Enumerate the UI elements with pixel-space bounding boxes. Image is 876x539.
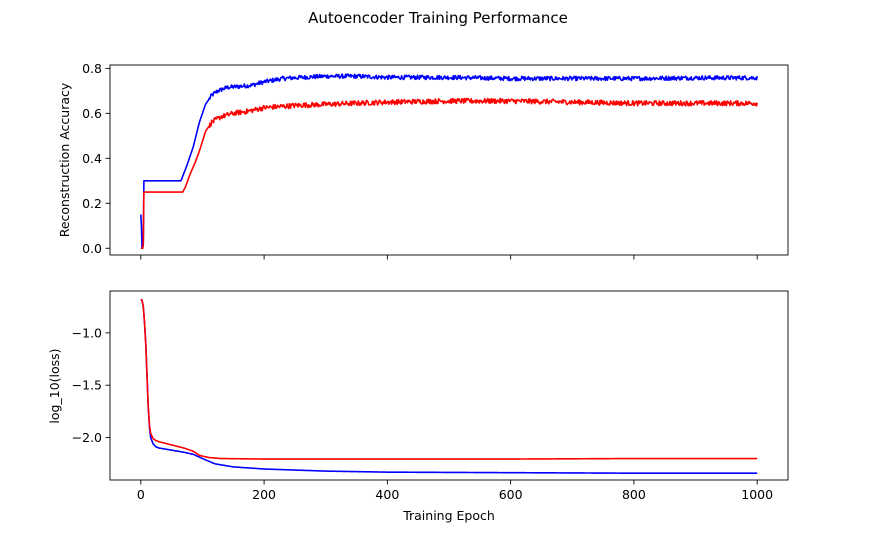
loss-y-tick-label: −1.5 — [72, 378, 102, 393]
x-axis-label: Training Epoch — [402, 508, 495, 523]
accuracy-subplot: 0.0 0.2 0.4 0.6 0.8 Reconstruction Accuracy — [57, 61, 789, 260]
loss-x-tick-label: 400 — [375, 487, 399, 502]
loss-plot-frame — [109, 290, 789, 481]
loss-y-axis-label: log_10(loss) — [47, 348, 62, 423]
accuracy-y-tick-label: 0.6 — [82, 106, 102, 121]
loss-y-tick-label: −1.0 — [72, 325, 102, 340]
loss-red-line — [140, 298, 758, 460]
loss-x-tick-label: 200 — [252, 487, 276, 502]
accuracy-y-tick-label: 0.2 — [82, 196, 102, 211]
loss-x-tick-label: 600 — [499, 487, 523, 502]
loss-x-tick-label: 1000 — [741, 487, 773, 502]
accuracy-plot-frame — [109, 64, 789, 256]
figure-title: Autoencoder Training Performance — [308, 9, 568, 27]
accuracy-axis-layer: 0.0 0.2 0.4 0.6 0.8 — [82, 61, 758, 260]
accuracy-y-axis-label: Reconstruction Accuracy — [57, 82, 72, 237]
loss-y-tick-label: −2.0 — [72, 430, 102, 445]
loss-x-tick-label: 0 — [137, 487, 145, 502]
loss-x-tick-label: 800 — [622, 487, 646, 502]
loss-subplot: 0 200 400 600 800 1000 −1.0 −1.5 −2.0 log_10(los… — [47, 290, 789, 523]
loss-series-layer — [140, 298, 758, 474]
accuracy-blue-line — [140, 73, 758, 250]
accuracy-y-tick-label: 0.8 — [82, 61, 102, 76]
loss-axis-layer: 0 200 400 600 800 1000 −1.0 −1.5 −2.0 — [72, 325, 773, 502]
accuracy-series-layer — [140, 73, 758, 250]
accuracy-y-tick-label: 0.0 — [82, 241, 102, 256]
accuracy-y-tick-label: 0.4 — [82, 151, 102, 166]
accuracy-red-line — [140, 97, 758, 250]
loss-blue-line — [140, 298, 758, 474]
